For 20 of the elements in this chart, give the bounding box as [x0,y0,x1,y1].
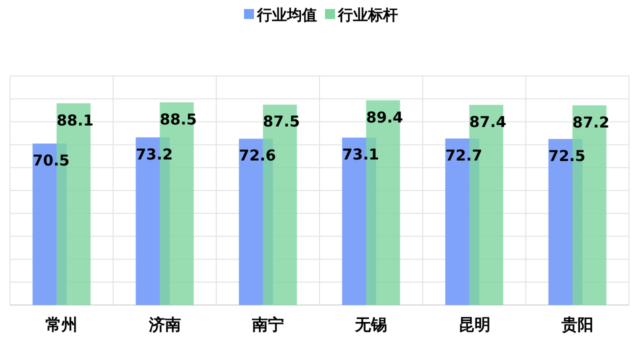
data-label: 89.4 [366,108,404,126]
data-label: 87.5 [262,112,300,131]
legend-label: 行业均值 [256,6,317,24]
legend-label: 行业标杆 [337,6,398,24]
data-label: 72.5 [548,146,586,165]
x-tick-label: 常州 [46,315,78,334]
data-label: 87.2 [572,113,610,132]
x-tick-label: 无锡 [354,315,388,334]
x-tick-label: 南宁 [250,315,284,334]
data-label: 87.4 [469,112,506,131]
data-label: 70.5 [32,152,70,170]
x-tick-label: 贵阳 [560,315,594,334]
data-label: 73.1 [342,146,380,164]
data-label: 72.7 [445,146,482,165]
x-tick-label: 昆明 [458,315,490,334]
data-label: 72.6 [238,146,276,165]
data-label: 88.1 [56,111,94,130]
x-tick-label: 济南 [148,315,181,334]
data-label: 88.5 [160,110,197,128]
data-label: 73.2 [136,145,173,164]
